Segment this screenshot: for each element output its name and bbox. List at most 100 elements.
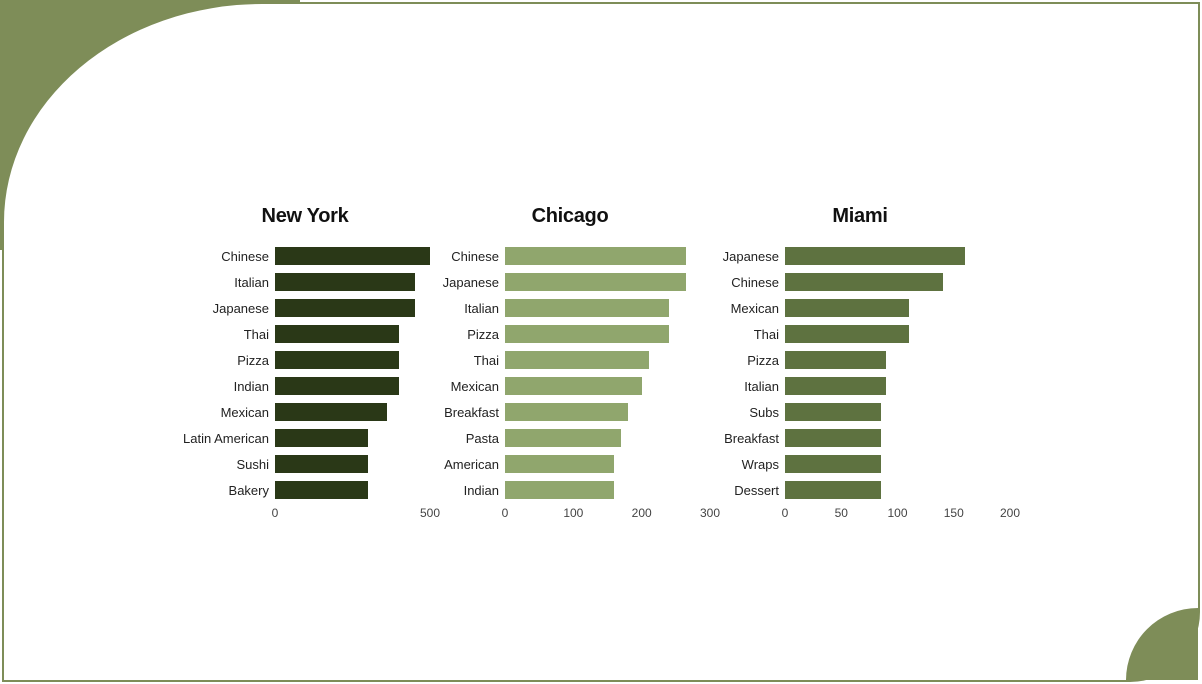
bar-row: Wraps — [785, 454, 1010, 474]
bar-rect — [275, 481, 368, 499]
bar-rect — [505, 481, 614, 499]
plot-area: JapaneseChineseMexicanThaiPizzaItalianSu… — [710, 242, 1010, 527]
bar-rect — [785, 325, 909, 343]
bar-label: Subs — [749, 405, 785, 420]
bar-label: Dessert — [734, 483, 785, 498]
bar-row: Chinese — [505, 246, 710, 266]
bar-row: Chinese — [275, 246, 430, 266]
bar-row: Japanese — [785, 246, 1010, 266]
bar-label: Thai — [244, 327, 275, 342]
bar-label: Mexican — [731, 301, 785, 316]
axis-tick: 150 — [944, 506, 964, 520]
chart-chicago: Chicago ChineseJapaneseItalianPizzaThaiM… — [430, 205, 710, 527]
bar-label: Breakfast — [724, 431, 785, 446]
bar-rect — [785, 455, 881, 473]
bar-label: Italian — [744, 379, 785, 394]
bar-label: Italian — [234, 275, 275, 290]
chart-container: New York ChineseItalianJapaneseThaiPizza… — [0, 0, 1202, 684]
bar-rect — [785, 429, 881, 447]
bar-row: Italian — [505, 298, 710, 318]
bar-label: Wraps — [742, 457, 785, 472]
bar-label: Pasta — [466, 431, 505, 446]
bar-rect — [505, 299, 669, 317]
bar-row: Subs — [785, 402, 1010, 422]
chart-title: New York — [262, 205, 349, 228]
bar-row: Chinese — [785, 272, 1010, 292]
x-axis: 050100150200 — [785, 506, 1010, 526]
plot-area: ChineseItalianJapaneseThaiPizzaIndianMex… — [180, 242, 430, 527]
bar-label: Chinese — [731, 275, 785, 290]
bar-rect — [785, 273, 943, 291]
bar-label: Indian — [234, 379, 275, 394]
bar-label: Sushi — [236, 457, 275, 472]
bar-label: Pizza — [467, 327, 505, 342]
bar-label: Indian — [464, 483, 505, 498]
axis-tick: 200 — [632, 506, 652, 520]
bar-rect — [275, 325, 399, 343]
bar-row: Sushi — [275, 454, 430, 474]
bar-rect — [505, 377, 642, 395]
bar-label: Pizza — [747, 353, 785, 368]
bars: JapaneseChineseMexicanThaiPizzaItalianSu… — [785, 242, 1010, 502]
bar-row: Thai — [505, 350, 710, 370]
bar-rect — [505, 273, 686, 291]
bar-rect — [275, 377, 399, 395]
bar-row: Pasta — [505, 428, 710, 448]
bar-label: Breakfast — [444, 405, 505, 420]
bar-label: Thai — [754, 327, 785, 342]
bar-row: Mexican — [505, 376, 710, 396]
bar-rect — [505, 325, 669, 343]
bar-rect — [275, 351, 399, 369]
bar-rect — [275, 247, 430, 265]
chart-title: Chicago — [532, 205, 609, 228]
axis-tick: 100 — [563, 506, 583, 520]
bar-label: Italian — [464, 301, 505, 316]
bar-rect — [275, 299, 415, 317]
bar-rect — [275, 429, 368, 447]
bar-label: Japanese — [723, 249, 785, 264]
bar-row: Japanese — [505, 272, 710, 292]
axis-tick: 50 — [835, 506, 848, 520]
bar-row: Japanese — [275, 298, 430, 318]
bar-label: American — [444, 457, 505, 472]
bar-rect — [275, 403, 387, 421]
bar-rect — [785, 299, 909, 317]
bar-label: Chinese — [221, 249, 275, 264]
bar-rect — [275, 455, 368, 473]
axis-tick: 0 — [782, 506, 789, 520]
bar-rect — [785, 247, 965, 265]
bar-row: Breakfast — [785, 428, 1010, 448]
bar-row: Bakery — [275, 480, 430, 500]
bar-rect — [275, 273, 415, 291]
bar-row: American — [505, 454, 710, 474]
bar-rect — [505, 403, 628, 421]
chart-title: Miami — [832, 205, 887, 228]
bar-label: Latin American — [183, 431, 275, 446]
charts-row: New York ChineseItalianJapaneseThaiPizza… — [180, 205, 1100, 527]
axis-tick: 0 — [272, 506, 279, 520]
bar-row: Mexican — [275, 402, 430, 422]
bars: Chinese Italian Japanese Thai Pizza Indian Mex… — [275, 242, 430, 502]
bar-row: Indian — [275, 376, 430, 396]
bar-label: Mexican — [221, 405, 275, 420]
bar-row: Breakfast — [505, 402, 710, 422]
bar-row: Thai — [275, 324, 430, 344]
bar-label: Bakery — [229, 483, 275, 498]
bar-label: Chinese — [451, 249, 505, 264]
bars: Chinese Japanese Italian Pizza Thai Mexican Br… — [505, 242, 710, 502]
bar-rect — [785, 377, 886, 395]
chart-new-york: New York ChineseItalianJapaneseThaiPizza… — [180, 205, 430, 527]
bar-rect — [505, 247, 686, 265]
bar-row: Dessert — [785, 480, 1010, 500]
bar-label: Japanese — [213, 301, 275, 316]
bar-row: Italian — [275, 272, 430, 292]
bar-row: Pizza — [275, 350, 430, 370]
axis-tick: 100 — [887, 506, 907, 520]
chart-miami: Miami JapaneseChineseMexicanThaiPizzaIta… — [710, 205, 1010, 527]
x-axis: 0100200300 — [505, 506, 710, 526]
bar-row: Pizza — [785, 350, 1010, 370]
bar-label: Japanese — [443, 275, 505, 290]
bar-row: Mexican — [785, 298, 1010, 318]
axis-tick: 200 — [1000, 506, 1020, 520]
bar-row: Pizza — [505, 324, 710, 344]
